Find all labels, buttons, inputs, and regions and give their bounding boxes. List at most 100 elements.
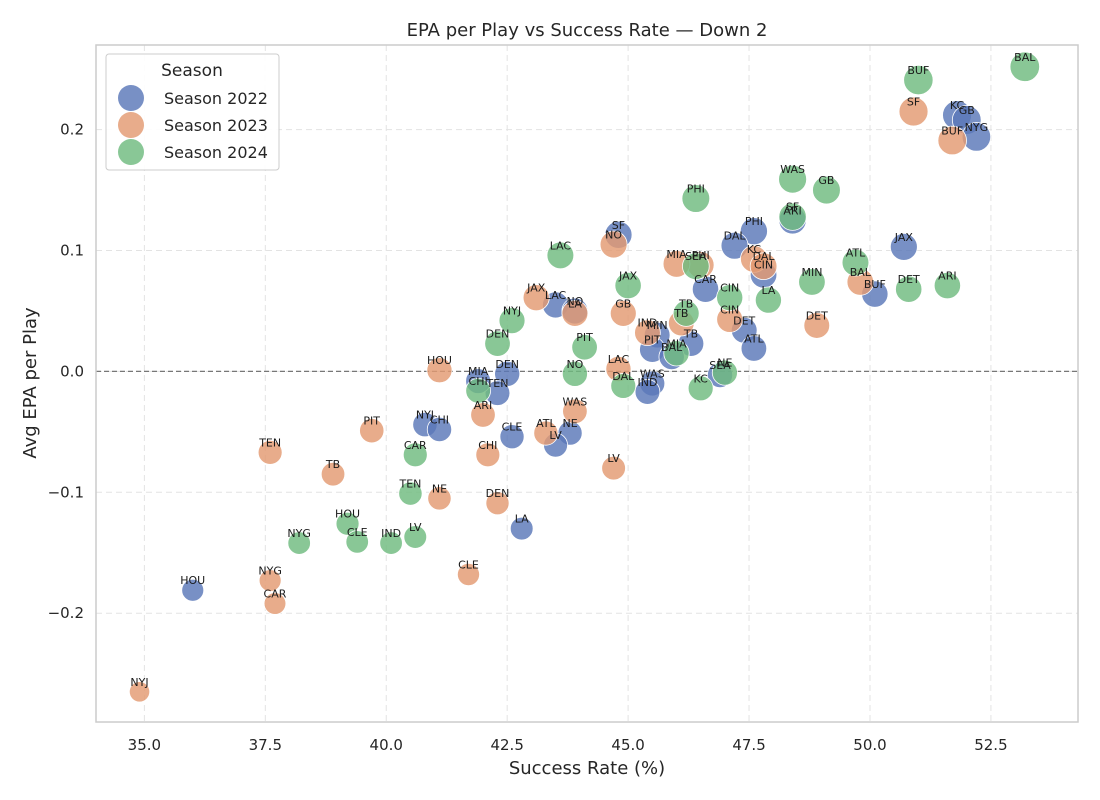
data-point-tb2 — [320, 461, 346, 487]
point-label: LA — [568, 297, 582, 310]
point-label: SEA — [685, 250, 707, 263]
data-point-was — [562, 398, 588, 425]
data-point-atl — [841, 248, 870, 277]
point-label: CIN — [720, 303, 739, 316]
point-label: NYJ — [416, 409, 434, 422]
point-label: PHI — [692, 249, 710, 262]
data-point-phi — [681, 184, 711, 213]
point-label: TEN — [398, 478, 421, 491]
data-point-dal — [720, 231, 749, 260]
point-label: WAS — [640, 368, 665, 381]
point-label: DET — [898, 273, 920, 286]
point-label: ARI — [783, 204, 801, 217]
point-label: HOU — [335, 508, 360, 521]
data-point-atl — [740, 335, 768, 362]
point-label: LA — [515, 513, 529, 526]
x-tick-label: 47.5 — [732, 736, 765, 754]
point-label: DAL — [724, 230, 747, 243]
data-point-cle — [345, 530, 369, 554]
data-point-ten — [398, 481, 423, 506]
point-label: WAS — [780, 163, 805, 176]
point-label: PIT — [363, 415, 380, 428]
data-point-ari — [470, 402, 496, 428]
data-point-jax — [889, 232, 918, 261]
x-tick-label: 42.5 — [490, 736, 523, 754]
chart-title: EPA per Play vs Success Rate — Down 2 — [407, 20, 768, 41]
point-label: LAC — [550, 239, 572, 252]
point-label: MIA — [666, 337, 687, 350]
point-label: TB — [683, 328, 698, 341]
point-label: BUF — [907, 64, 929, 77]
point-label: TEN — [258, 436, 281, 449]
point-label: CLE — [458, 559, 479, 572]
x-tick-label: 37.5 — [249, 736, 282, 754]
point-label: ATL — [744, 332, 764, 345]
point-label: DET — [806, 309, 828, 322]
legend-items: Season 2022 Season 2023 Season 2024 — [118, 85, 268, 165]
point-label: DEN — [486, 328, 510, 341]
point-label: DAL — [612, 370, 635, 383]
data-point-buf — [903, 64, 934, 96]
plot-frame — [95, 44, 1079, 723]
data-point-lv — [403, 525, 428, 549]
data-point-cin — [716, 284, 744, 312]
data-point-nyj — [498, 307, 526, 335]
point-label: LAC — [608, 353, 630, 366]
data-point-cle — [456, 563, 480, 587]
data-point-la — [509, 516, 534, 541]
data-point-ind — [634, 319, 661, 347]
point-label: NE — [432, 482, 447, 495]
legend-marker — [118, 85, 144, 111]
point-label: NYJ — [130, 676, 148, 689]
point-label: DEN — [486, 487, 510, 500]
point-label: DET — [733, 314, 755, 327]
data-point-tb — [672, 299, 700, 327]
data-point-la — [561, 299, 589, 327]
point-label: IND — [381, 527, 401, 540]
point-label: PHI — [745, 215, 763, 228]
point-label: SF — [907, 95, 920, 108]
point-labels: KCGBNYGJAXBUFARIPHIDALCINCARDETATLTBMINP… — [130, 51, 1036, 689]
y-tick-label: 0.1 — [60, 242, 84, 260]
x-axis-label: Success Rate (%) — [509, 758, 665, 779]
data-point-jax — [614, 271, 642, 300]
point-label: KC — [950, 99, 965, 112]
data-point-kc — [687, 375, 714, 402]
point-label: LV — [607, 452, 620, 465]
data-point-no — [599, 230, 628, 259]
data-point-pit — [571, 334, 598, 361]
data-point-ind — [379, 531, 403, 555]
point-label: CAR — [404, 439, 427, 452]
data-point-ne — [427, 486, 452, 511]
point-label: CAR — [264, 588, 287, 601]
point-label: CHI — [430, 413, 449, 426]
point-label: BAL — [661, 341, 683, 354]
point-label: NO — [566, 358, 583, 371]
point-label: IND — [637, 317, 657, 330]
data-point-mia — [663, 340, 690, 367]
point-label: NE — [717, 357, 732, 370]
point-label: NYG — [287, 527, 310, 540]
point-label: LV — [549, 429, 562, 442]
data-point-buf — [937, 125, 967, 156]
point-label: CHI — [469, 375, 488, 388]
point-label: LV — [409, 521, 422, 534]
point-label: ARI — [938, 270, 956, 283]
point-label: DEN — [495, 358, 519, 371]
data-point-chi — [426, 416, 453, 443]
data-point-hou — [335, 511, 360, 536]
data-point-det — [803, 312, 831, 339]
point-label: GB — [959, 104, 975, 117]
point-label: IND — [637, 376, 657, 389]
data-point-nyg — [258, 569, 282, 592]
data-point-hou — [426, 357, 453, 384]
data-point-lac — [546, 241, 575, 270]
point-label: MIN — [647, 319, 668, 332]
point-label: CHI — [478, 439, 497, 452]
data-point-bal — [1009, 51, 1040, 82]
legend-label: Season 2024 — [164, 143, 268, 162]
data-point-car — [402, 442, 428, 468]
data-point-car — [263, 592, 287, 615]
data-points — [128, 51, 1040, 703]
